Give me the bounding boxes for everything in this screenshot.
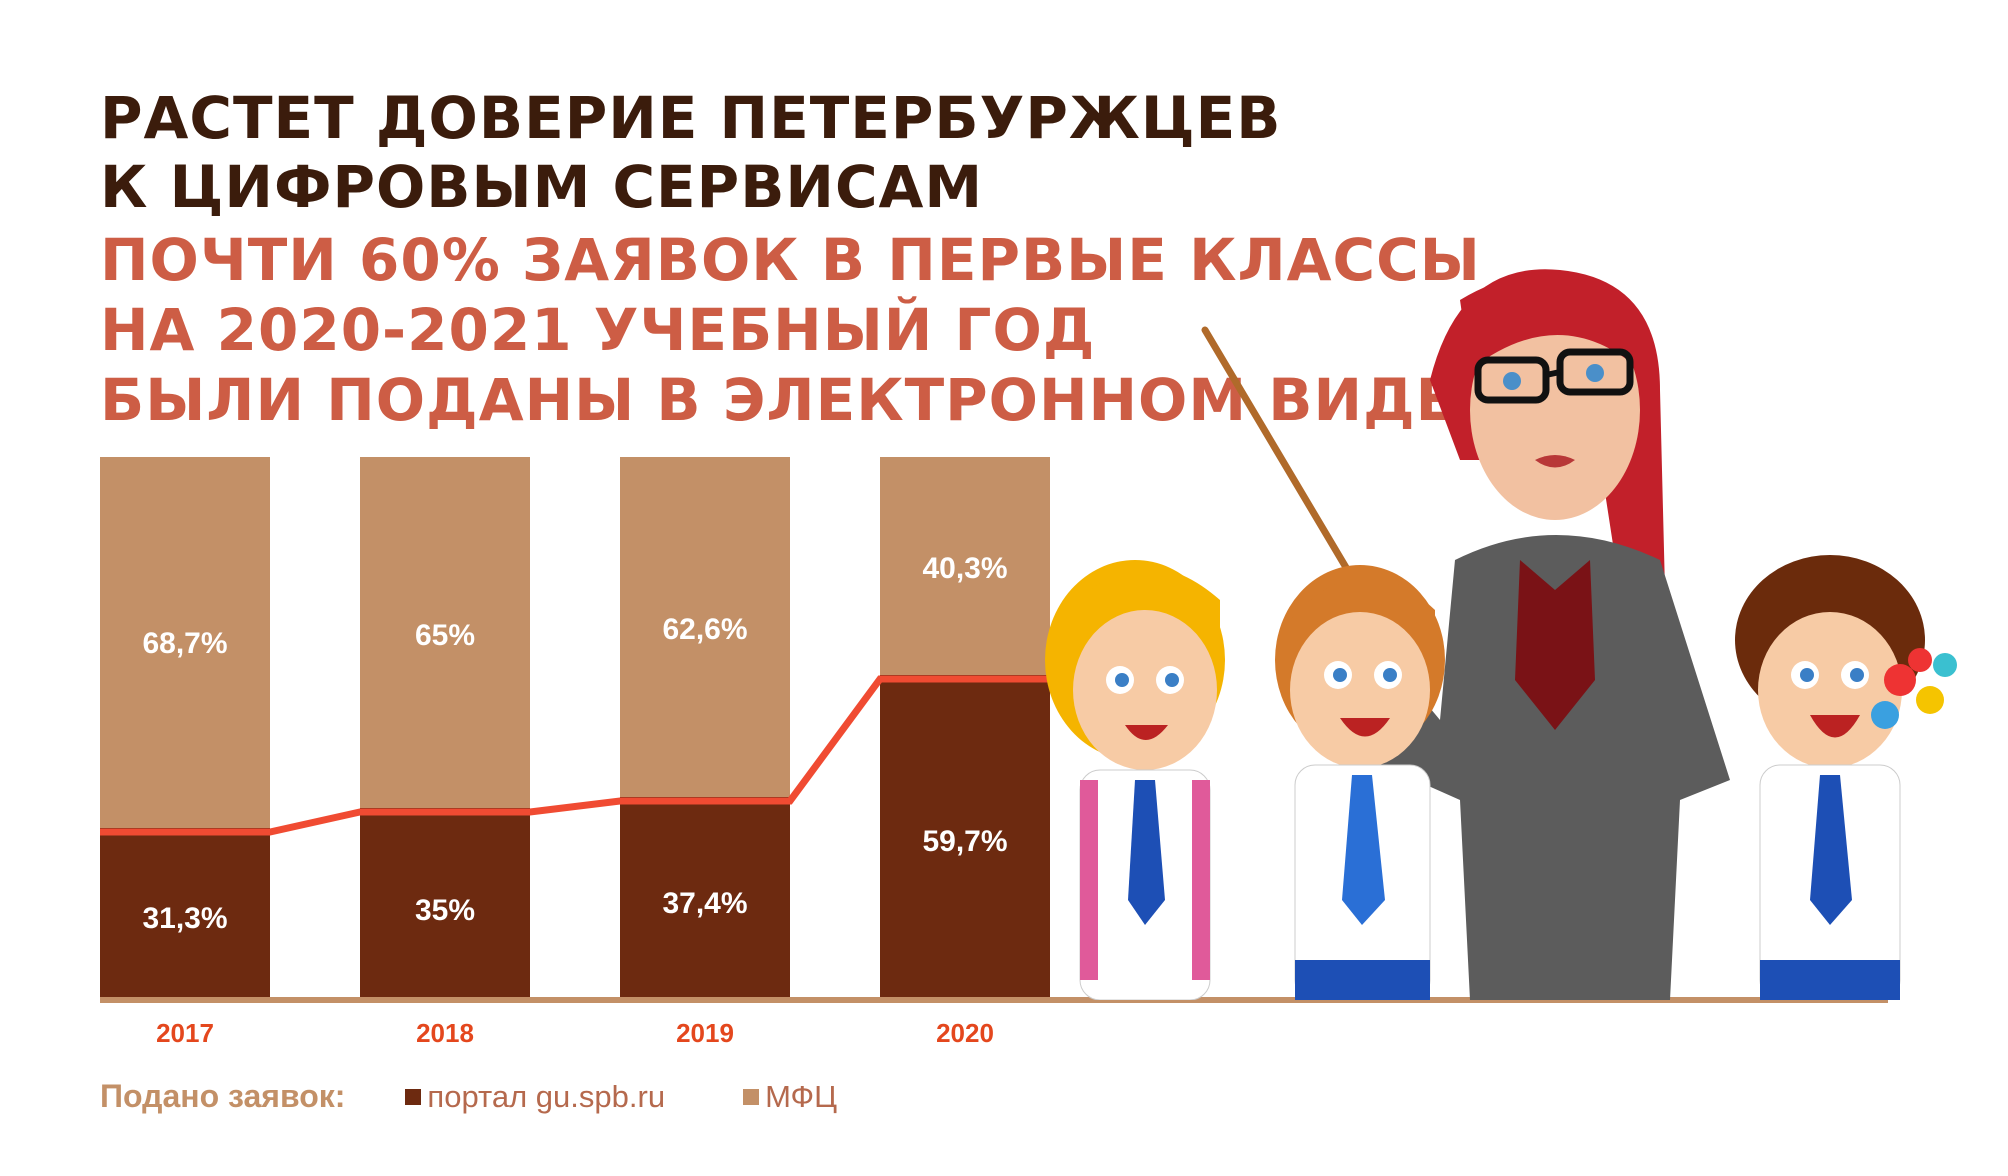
chart-legend: Подано заявок: портал gu.spb.ru МФЦ	[100, 1078, 915, 1115]
value-label-portal: 59,7%	[922, 825, 1008, 858]
value-label-mfc: 65%	[414, 619, 476, 652]
bar-segment-mfc	[620, 457, 790, 797]
bar-segment-portal	[620, 797, 790, 997]
subtitle-line-2: НА 2020-2021 УЧЕБНЫЙ ГОД	[100, 296, 1096, 364]
chart-baseline	[100, 997, 1888, 1003]
subtitle-line-1: ПОЧТИ 60% ЗАЯВОК В ПЕРВЫЕ КЛАССЫ	[100, 226, 1481, 294]
bar-segment-mfc	[100, 457, 270, 828]
bar-segment-mfc	[360, 457, 530, 808]
value-label-portal: 31,3%	[142, 902, 228, 935]
legend-item-portal: портал gu.spb.ru	[405, 1079, 665, 1115]
value-label-portal: 37,4%	[662, 887, 748, 920]
value-label-mfc: 68,7%	[142, 627, 228, 660]
bar-segment-portal	[360, 808, 530, 997]
title-line-1: РАСТЕТ ДОВЕРИЕ ПЕТЕРБУРЖЦЕВ	[100, 84, 1282, 152]
x-label-2019: 2019	[676, 1018, 734, 1048]
bar-segment-mfc	[880, 457, 1050, 675]
legend-label-mfc: МФЦ	[765, 1078, 838, 1114]
x-label-2017: 2017	[156, 1018, 214, 1048]
legend-swatch-portal	[405, 1088, 422, 1105]
legend-swatch-mfc	[743, 1088, 760, 1105]
value-label-mfc: 62,6%	[662, 613, 748, 646]
legend-title: Подано заявок:	[100, 1078, 346, 1114]
x-label-2018: 2018	[416, 1018, 474, 1048]
bar-segment-portal	[100, 828, 270, 997]
value-label-mfc: 40,3%	[922, 552, 1008, 585]
bar-segment-portal	[880, 675, 1050, 997]
legend-item-mfc: МФЦ	[743, 1079, 837, 1115]
bar-2018: 65% 35%	[360, 457, 530, 997]
legend-label-portal: портал gu.spb.ru	[427, 1078, 666, 1114]
bar-2017: 68,7% 31,3%	[100, 457, 270, 997]
teacher-children-illustration	[1045, 269, 1957, 1000]
bar-2019: 62,6% 37,4%	[620, 457, 790, 997]
title-line-2: К ЦИФРОВЫМ СЕРВИСАМ	[100, 153, 984, 221]
x-label-2020: 2020	[936, 1018, 994, 1048]
teacher-body-icon	[1340, 535, 1730, 1000]
bar-2020: 40,3% 59,7%	[880, 457, 1050, 997]
value-label-portal: 35%	[414, 894, 476, 927]
